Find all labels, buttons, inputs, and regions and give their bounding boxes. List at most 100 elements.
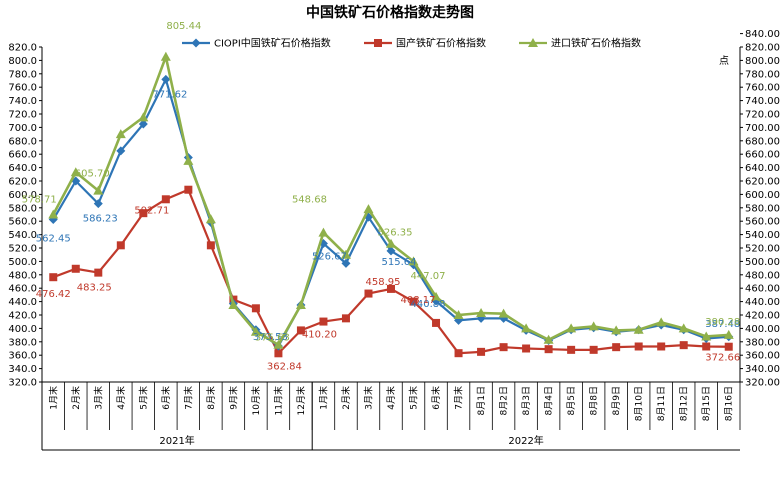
x-tick-label: 9月末 bbox=[227, 386, 239, 410]
series-marker bbox=[701, 331, 712, 341]
data-label: 373.53 bbox=[253, 332, 288, 343]
series-marker bbox=[228, 299, 239, 309]
series-marker bbox=[184, 185, 193, 194]
series-marker bbox=[205, 214, 216, 224]
data-label: 476.42 bbox=[36, 289, 71, 300]
series-marker bbox=[206, 241, 215, 250]
x-tick-label: 1月末 bbox=[317, 386, 329, 410]
series-marker bbox=[633, 324, 644, 334]
series-marker bbox=[340, 249, 351, 259]
data-label: 372.66 bbox=[705, 353, 740, 364]
series-marker bbox=[408, 256, 419, 266]
series-marker bbox=[341, 314, 350, 323]
series-marker bbox=[70, 167, 81, 177]
data-label: 387.48 bbox=[705, 319, 740, 330]
data-label: 771.62 bbox=[152, 89, 187, 100]
data-label: 410.20 bbox=[302, 330, 337, 341]
x-tick-label: 2月末 bbox=[70, 386, 82, 410]
data-label: 586.23 bbox=[83, 214, 118, 225]
data-label: 375.63 bbox=[255, 333, 290, 344]
series-marker bbox=[528, 38, 538, 47]
left-tick-label: 580.0 bbox=[8, 203, 37, 214]
chart-title: 中国铁矿石价格指数走势图 bbox=[306, 4, 474, 21]
x-tick-label: 1月末 bbox=[47, 386, 59, 410]
left-tick-label: 460.0 bbox=[8, 284, 37, 295]
data-label: 458.95 bbox=[366, 277, 401, 288]
series-marker bbox=[93, 185, 104, 195]
right-tick-label: 620.00 bbox=[745, 177, 780, 188]
series-marker bbox=[341, 258, 351, 268]
x-tick-label: 10月末 bbox=[250, 386, 262, 415]
data-labels: 562.45 586.23 771.62 373.53 526.67 515.64 440.… bbox=[22, 21, 740, 373]
series-marker bbox=[634, 342, 643, 351]
series-marker bbox=[499, 343, 508, 352]
x-tick-label: 8月末 bbox=[205, 386, 217, 410]
x-tick-label: 3月末 bbox=[92, 386, 104, 410]
data-label: 548.68 bbox=[292, 195, 327, 206]
year-group-label: 2022年 bbox=[508, 434, 543, 447]
series-marker bbox=[477, 347, 486, 356]
x-tick-label: 6月末 bbox=[160, 386, 172, 410]
right-tick-label: 520.00 bbox=[745, 244, 780, 255]
series-marker bbox=[589, 345, 598, 354]
left-tick-label: 700.0 bbox=[8, 123, 37, 134]
data-label: 562.45 bbox=[36, 234, 71, 245]
left-tick-label: 400.0 bbox=[8, 324, 37, 335]
left-tick-label: 620.0 bbox=[8, 177, 37, 188]
series-marker bbox=[724, 342, 733, 351]
x-tick-label: 3月末 bbox=[362, 386, 374, 410]
series-marker bbox=[702, 342, 711, 351]
x-tick-label: 7月末 bbox=[182, 386, 194, 410]
series-marker bbox=[522, 344, 531, 353]
series-marker bbox=[138, 112, 149, 122]
x-tick-label: 6月末 bbox=[430, 386, 442, 410]
right-tick-label: 420.00 bbox=[745, 311, 780, 322]
x-tick-label: 8月15日 bbox=[701, 386, 712, 421]
series-marker bbox=[409, 297, 418, 306]
x-tick-label: 12月末 bbox=[295, 386, 307, 415]
series-marker bbox=[274, 349, 283, 358]
right-tick-label: 700.00 bbox=[745, 123, 780, 134]
series-marker bbox=[431, 291, 442, 301]
right-tick-label: 660.00 bbox=[745, 150, 780, 161]
series-marker bbox=[48, 209, 59, 219]
series-marker bbox=[363, 204, 374, 214]
series-marker bbox=[453, 310, 464, 319]
right-tick-label: 800.00 bbox=[745, 56, 780, 67]
left-tick-label: 560.0 bbox=[8, 217, 37, 228]
left-tick-label: 540.0 bbox=[8, 230, 37, 241]
series-marker bbox=[374, 39, 382, 47]
x-tick-label: 8月3日 bbox=[521, 386, 532, 415]
data-label: 440.88 bbox=[411, 299, 446, 310]
left-tick-label: 420.0 bbox=[8, 311, 37, 322]
series-marker bbox=[723, 329, 734, 339]
x-tick-label: 11月末 bbox=[272, 386, 284, 415]
right-tick-label: 840.00 bbox=[745, 29, 780, 40]
right-tick-label: 380.00 bbox=[745, 337, 780, 348]
series-marker bbox=[251, 304, 260, 313]
right-tick-label: 680.00 bbox=[745, 136, 780, 147]
left-tick-label: 720.0 bbox=[8, 110, 37, 121]
axes: 320.0 340.0 360.0 380.0 400.0 420.0 440.0 460.0… bbox=[8, 29, 780, 451]
series-marker bbox=[94, 268, 103, 277]
data-label: 408.17 bbox=[401, 295, 436, 306]
left-tick-label: 480.0 bbox=[8, 270, 37, 281]
x-tick-label: 8月16日 bbox=[724, 386, 735, 421]
right-tick-label: 600.00 bbox=[745, 190, 780, 201]
series-marker bbox=[183, 155, 194, 165]
series-marker bbox=[250, 326, 261, 336]
x-tick-label: 7月末 bbox=[453, 386, 465, 410]
data-label: 578.71 bbox=[22, 195, 57, 206]
series-marker bbox=[191, 38, 201, 48]
left-tick-label: 780.0 bbox=[8, 69, 37, 80]
x-tick-label: 8月11日 bbox=[656, 386, 667, 421]
right-tick-label: 340.00 bbox=[745, 364, 780, 375]
left-tick-label: 740.0 bbox=[8, 96, 37, 107]
x-tick-label: 5月末 bbox=[137, 386, 149, 410]
series-marker bbox=[543, 334, 554, 344]
right-tick-label: 560.00 bbox=[745, 217, 780, 228]
series-marker bbox=[657, 342, 666, 351]
left-tick-label: 320.0 bbox=[8, 378, 37, 389]
right-tick-label: 740.00 bbox=[745, 96, 780, 107]
